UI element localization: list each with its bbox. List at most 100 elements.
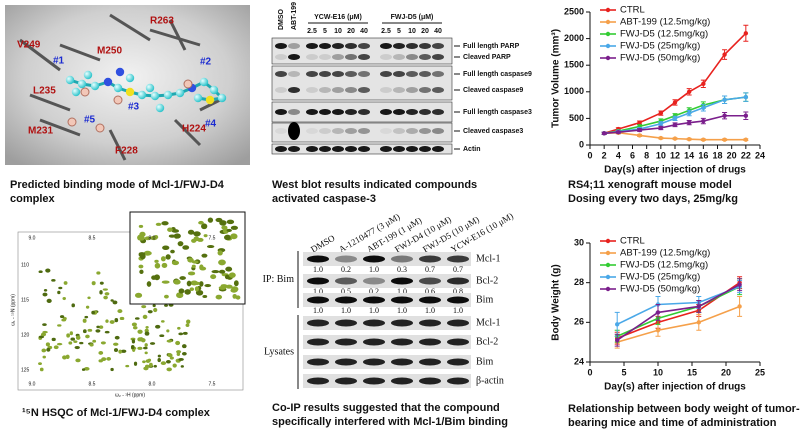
- blot-band: [391, 277, 413, 285]
- ligand-atom: [71, 87, 81, 97]
- dose-label: 40: [360, 28, 368, 35]
- water: [80, 87, 90, 97]
- residue-label: H224: [182, 124, 206, 135]
- blot-band: [419, 128, 431, 134]
- inset-peak: [171, 260, 180, 266]
- dose-label: 5: [397, 28, 401, 35]
- inset-peak: [195, 289, 204, 296]
- inset-peak: [218, 259, 226, 266]
- blot-band: [319, 146, 331, 152]
- residue-label: M250: [97, 46, 122, 57]
- ligand-atom: [137, 90, 147, 100]
- band-label: Full length PARP: [463, 43, 520, 50]
- blot-band: [363, 319, 385, 327]
- x-axis-label: Day(s) after injection of drugs: [604, 165, 746, 176]
- blot-band: [432, 54, 444, 60]
- blot-band: [380, 71, 392, 77]
- blot-band: [358, 128, 370, 134]
- hsqc-x-tick: 8.5: [89, 381, 96, 387]
- peak: [95, 329, 101, 333]
- blot-band: [419, 43, 431, 49]
- peak: [125, 364, 130, 368]
- blot-band: [391, 255, 413, 263]
- peak: [79, 341, 84, 345]
- data-point: [616, 130, 621, 135]
- blot-band: [335, 319, 357, 327]
- data-point: [615, 322, 620, 327]
- blot-band: [345, 43, 357, 49]
- blot-band: [358, 54, 370, 60]
- blot-band: [380, 87, 392, 93]
- blot-band: [447, 358, 469, 366]
- peak: [92, 339, 97, 343]
- peak: [41, 348, 47, 353]
- peak: [63, 281, 68, 285]
- data-point: [722, 97, 727, 102]
- blot-band: [393, 146, 405, 152]
- band-label: Full length caspase9: [463, 71, 532, 78]
- legend-label: FWJ-D5 (12.5mg/kg): [620, 260, 708, 271]
- blot-band: [345, 71, 357, 77]
- inset-peak: [160, 256, 166, 262]
- data-point: [658, 110, 664, 116]
- inset-peak: [138, 235, 145, 241]
- inset-peak: [232, 293, 237, 299]
- blot-band: [358, 109, 370, 115]
- blot-band: [288, 54, 300, 60]
- peak: [144, 343, 148, 347]
- row-label: Mcl-1: [476, 253, 500, 264]
- inset-peak: [139, 269, 144, 275]
- x-tick-label: 18: [712, 150, 722, 160]
- inset-peak: [179, 276, 186, 280]
- data-point: [658, 135, 664, 141]
- data-point: [722, 137, 727, 142]
- inset-peak: [184, 289, 191, 295]
- blot-strip: [303, 335, 471, 349]
- ratio: 1.0: [313, 265, 323, 274]
- x-tick-label: 10: [653, 367, 663, 377]
- peak: [176, 352, 181, 356]
- data-point: [637, 120, 642, 125]
- peak: [110, 367, 114, 372]
- blot-band: [432, 71, 444, 77]
- peak: [65, 354, 70, 360]
- caption: Relationship between body weight of tumo…: [568, 403, 800, 415]
- x-tick-label: 22: [741, 150, 751, 160]
- peak: [119, 316, 125, 321]
- peak: [160, 361, 167, 366]
- blot-band: [332, 71, 344, 77]
- inset-peak: [168, 234, 176, 238]
- band-label: Cleaved caspase9: [463, 87, 523, 94]
- ratio: 0.5: [341, 287, 351, 296]
- hsqc-x-label: ω₂ - ¹H (ppm): [115, 392, 145, 398]
- peak: [144, 351, 148, 355]
- peak: [42, 355, 46, 359]
- blot-band: [391, 377, 413, 385]
- peak: [57, 324, 62, 327]
- blot-band: [363, 338, 385, 346]
- peak: [61, 318, 67, 322]
- ratio: 1.0: [453, 306, 463, 315]
- residue-label: #1: [53, 56, 65, 67]
- x-tick-label: 2: [602, 150, 607, 160]
- peak: [142, 360, 146, 364]
- peak: [139, 337, 144, 342]
- y-tick-label: 24: [574, 356, 584, 366]
- ratio: 0.3: [397, 265, 407, 274]
- ratio: 0.8: [453, 287, 463, 296]
- blot-band: [393, 128, 405, 134]
- blot-band: [345, 109, 357, 115]
- dose-label: 20: [421, 28, 429, 35]
- caption: Dosing every two days, 25mg/kg: [568, 193, 738, 205]
- dose-label: 5: [323, 28, 327, 35]
- peak: [167, 353, 172, 357]
- blot-band: [335, 377, 357, 385]
- peak: [182, 331, 188, 335]
- y-axis-label: Tumor Volume (mm³): [551, 29, 562, 128]
- blot-band: [335, 277, 357, 285]
- blot-band: [406, 146, 418, 152]
- y-tick-label: 28: [574, 277, 584, 287]
- blot-band: [432, 128, 444, 134]
- blot-band: [391, 358, 413, 366]
- x-tick-label: 4: [616, 150, 621, 160]
